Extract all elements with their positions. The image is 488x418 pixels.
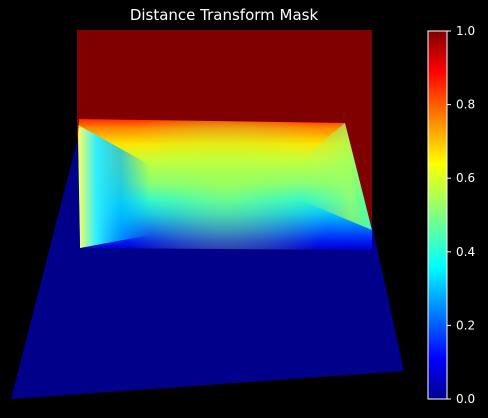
image-title: Distance Transform Mask [129, 6, 319, 24]
colorbar: 1.0 0.8 0.6 0.4 0.2 0.0 [427, 24, 475, 406]
colorbar-tick-label: 0.0 [456, 392, 475, 406]
gradient-band [78, 119, 372, 250]
colorbar-tick-label: 0.8 [456, 98, 475, 112]
colorbar-tick-label: 0.2 [456, 318, 475, 332]
colorbar-gradient [427, 30, 448, 400]
colorbar-tick-label: 1.0 [456, 24, 475, 38]
colorbar-tick-label: 0.4 [456, 245, 475, 259]
colorbar-tick-label: 0.6 [456, 171, 475, 185]
